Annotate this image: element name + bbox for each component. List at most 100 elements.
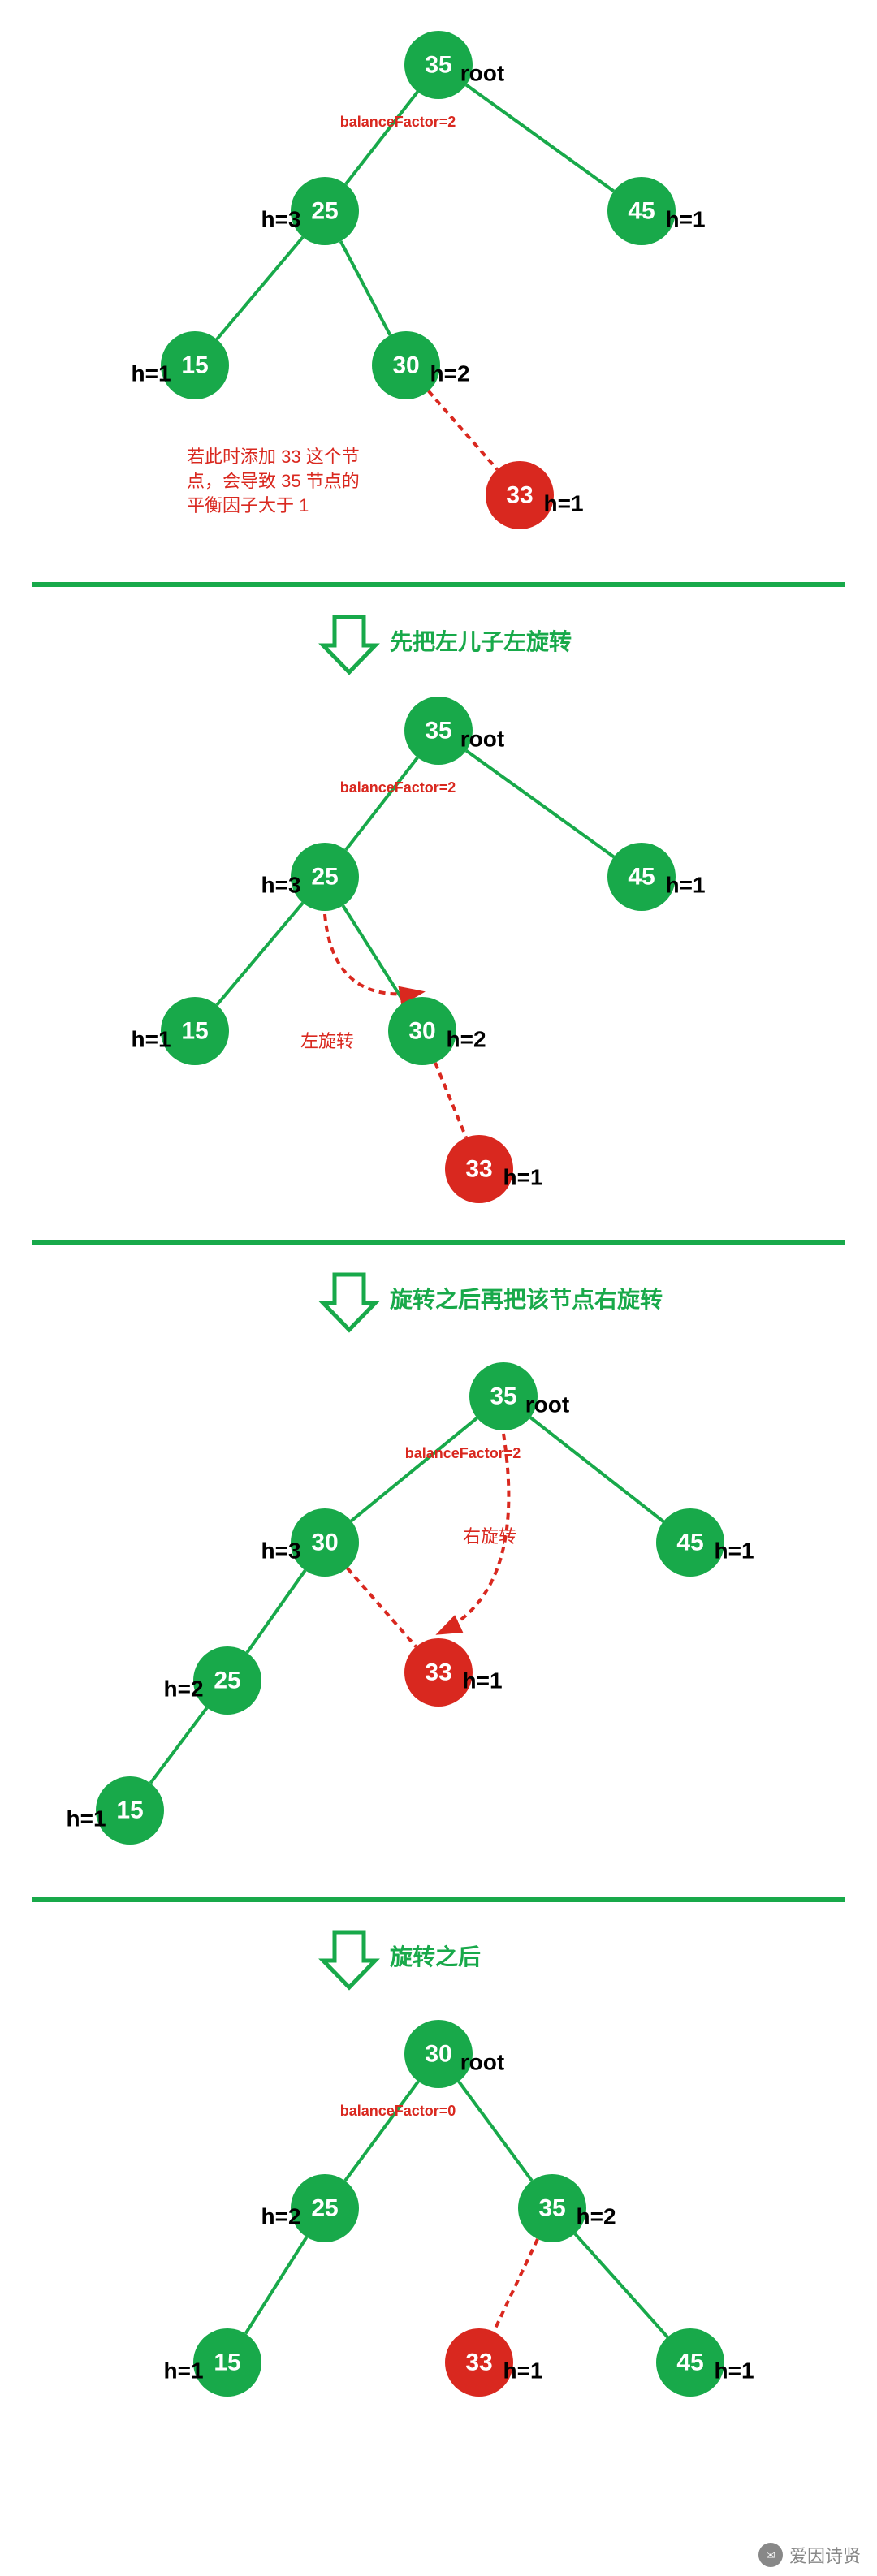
tree-edge xyxy=(459,2082,532,2181)
node-label: h=1 xyxy=(503,1165,542,1190)
tree-node: 35 h=2 xyxy=(518,2174,616,2242)
node-label: h=1 xyxy=(131,1027,171,1052)
tree-edge xyxy=(217,903,303,1005)
node-label: h=3 xyxy=(261,873,300,898)
tree-node: 30h=2 xyxy=(388,997,486,1065)
tree-edge xyxy=(352,1418,477,1521)
node-label: h=1 xyxy=(665,207,705,232)
node-label: h=3 xyxy=(261,207,300,232)
node-value: 33 xyxy=(506,482,533,509)
tree-edge xyxy=(429,391,498,470)
node-value: 35 xyxy=(425,52,451,79)
node-label: h=2 xyxy=(163,1676,203,1702)
avl-rotation-diagram: 先把左儿子左旋转旋转之后再把该节点右旋转旋转之后 35 root balanceFac… xyxy=(0,0,877,2576)
node-label: h=1 xyxy=(665,873,705,898)
tree-node: 25 h=3 xyxy=(261,177,359,245)
step-arrow-icon xyxy=(323,1932,375,1987)
tree-edge xyxy=(343,906,404,1003)
tree-edge xyxy=(346,92,417,184)
node-label: h=1 xyxy=(503,2358,542,2384)
node-label: h=1 xyxy=(714,2358,754,2384)
node-value: 35 xyxy=(425,718,451,744)
step-label: 先把左儿子左旋转 xyxy=(390,629,572,654)
tree-edge xyxy=(348,1568,417,1647)
footer-text: 爱因诗贤 xyxy=(789,2542,861,2568)
node-label: root xyxy=(460,727,504,752)
tree-edge xyxy=(346,757,417,850)
node-label: h=2 xyxy=(446,1027,486,1052)
node-value: 30 xyxy=(425,2041,451,2068)
node-value: 33 xyxy=(425,1659,451,1686)
node-value: 35 xyxy=(538,2195,565,2222)
tree-edge xyxy=(530,1417,663,1521)
node-label: h=1 xyxy=(163,2358,203,2384)
node-value: 25 xyxy=(311,864,338,891)
node-label: root xyxy=(460,2050,504,2075)
tree-edge xyxy=(575,2233,667,2337)
node-label: h=1 xyxy=(131,361,171,386)
tree-stage: 30 root balanceFactor=0 25 h=2 35 h=2 15 h=1 33 h=… xyxy=(163,2020,754,2397)
node-value: 25 xyxy=(214,1668,240,1694)
tree-node: 15 h=1 xyxy=(66,1776,164,1845)
balance-factor-label: balanceFactor=2 xyxy=(340,779,456,796)
tree-node: 45 h=1 xyxy=(607,177,706,245)
node-value: 25 xyxy=(311,2195,338,2222)
node-label: root xyxy=(525,1392,569,1417)
node-label: root xyxy=(460,61,504,86)
tree-edge xyxy=(435,1063,466,1137)
node-label: h=2 xyxy=(430,361,469,386)
tree-node: 25 h=2 xyxy=(163,1646,261,1715)
step-arrow-icon xyxy=(323,1275,375,1330)
annotation-text: 若此时添加 33 这个节 xyxy=(187,447,360,467)
node-value: 15 xyxy=(181,1018,208,1045)
node-label: h=1 xyxy=(66,1806,106,1832)
tree-edge xyxy=(247,1570,305,1652)
tree-node: 30 h=3 xyxy=(261,1508,359,1577)
tree-edge xyxy=(466,85,614,192)
step-label: 旋转之后 xyxy=(390,1944,481,1970)
balance-factor-label: balanceFactor=0 xyxy=(340,2103,456,2119)
node-label: h=3 xyxy=(261,1538,300,1564)
balance-factor-label: balanceFactor=2 xyxy=(340,114,456,130)
node-value: 25 xyxy=(311,198,338,225)
tree-node: 33 h=1 xyxy=(445,1135,543,1203)
step-label: 旋转之后再把该节点右旋转 xyxy=(390,1286,663,1312)
tree-stage: 左旋转35rootbalanceFactor=225h=345h=115h=13… xyxy=(131,697,705,1203)
node-value: 15 xyxy=(181,352,208,379)
node-label: h=2 xyxy=(576,2204,616,2229)
node-value: 45 xyxy=(628,198,655,225)
tree-node: 45h=1 xyxy=(656,1508,754,1577)
node-value: 15 xyxy=(214,2349,240,2376)
tree-node: 25 h=3 xyxy=(261,843,359,911)
diagram-container: 先把左儿子左旋转旋转之后再把该节点右旋转旋转之后 35 root balanceFac… xyxy=(0,0,877,2576)
rotation-label: 左旋转 xyxy=(300,1031,354,1051)
tree-node: 35 root balanceFactor=2 xyxy=(340,31,505,130)
tree-node: 33 h=1 xyxy=(445,2328,543,2397)
tree-node: 33h=1 xyxy=(404,1638,503,1707)
tree-node: 30 root balanceFactor=0 xyxy=(340,2020,505,2119)
node-value: 30 xyxy=(392,352,419,379)
balance-factor-label: balanceFactor=2 xyxy=(405,1445,521,1461)
tree-node: 35 root balanceFactor=2 xyxy=(340,697,505,796)
tree-edge xyxy=(345,2082,418,2181)
tree-node: 45 h=1 xyxy=(656,2328,754,2397)
footer-watermark: ✉ 爱因诗贤 xyxy=(758,2542,861,2568)
node-value: 35 xyxy=(490,1383,516,1410)
node-value: 30 xyxy=(311,1530,338,1556)
tree-stage: 35 root balanceFactor=2 25 h=3 45 h=1 15 h=1 30 h=… xyxy=(131,31,705,529)
tree-node: 25 h=2 xyxy=(261,2174,359,2242)
annotation-text: 平衡因子大于 1 xyxy=(187,495,309,516)
tree-node: 15 h=1 xyxy=(163,2328,261,2397)
node-value: 45 xyxy=(676,2349,703,2376)
annotation-text: 点，会导致 35 节点的 xyxy=(187,471,360,491)
node-value: 15 xyxy=(116,1797,143,1824)
node-value: 45 xyxy=(628,864,655,891)
tree-stage: 右旋转35rootbalanceFactor=230h=345h=125h=23… xyxy=(66,1362,754,1845)
tree-edge xyxy=(150,1708,207,1784)
node-value: 33 xyxy=(465,1156,492,1183)
node-label: h=2 xyxy=(261,2204,300,2229)
tree-node: 15 h=1 xyxy=(131,331,229,399)
node-value: 33 xyxy=(465,2349,492,2376)
node-value: 45 xyxy=(676,1530,703,1556)
tree-edge xyxy=(245,2237,306,2334)
